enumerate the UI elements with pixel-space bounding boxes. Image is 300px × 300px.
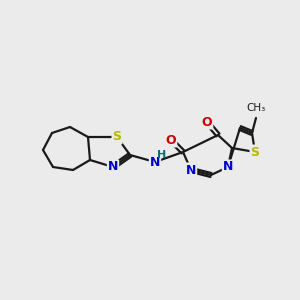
- Text: N: N: [150, 155, 160, 169]
- Text: S: S: [112, 130, 122, 143]
- Text: O: O: [202, 116, 212, 128]
- Text: N: N: [223, 160, 233, 173]
- Text: S: S: [250, 146, 260, 158]
- Text: H: H: [158, 150, 166, 160]
- Text: CH₃: CH₃: [246, 103, 266, 113]
- Text: N: N: [108, 160, 118, 173]
- Text: O: O: [166, 134, 176, 146]
- Text: N: N: [186, 164, 196, 176]
